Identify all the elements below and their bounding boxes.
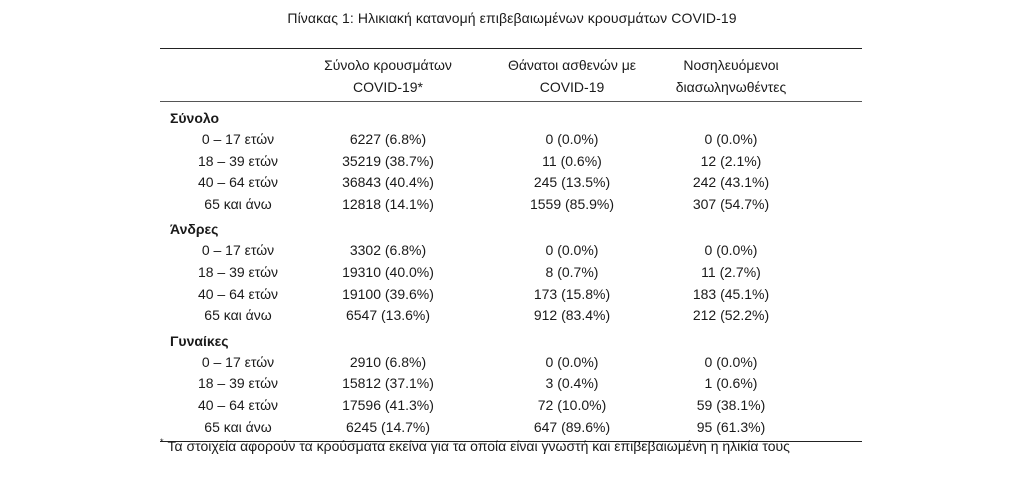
- table-caption: Πίνακας 1: Ηλικιακή κατανομή επιβεβαιωμέ…: [287, 10, 737, 26]
- age-cell: 65 και άνω: [204, 418, 272, 435]
- intubated-cell: 12 (2.1%): [700, 152, 762, 169]
- deaths-cell: 647 (89.6%): [533, 418, 611, 435]
- deaths-cell: 0 (0.0%): [545, 131, 599, 147]
- table-row: 0 – 17 ετών 6227 (6.8%) 0 (0.0%) 0 (0.0%): [160, 129, 862, 151]
- age-cell: 18 – 39 ετών: [197, 152, 279, 169]
- deaths-cell: 912 (83.4%): [533, 307, 611, 324]
- group-label: Άνδρες: [170, 221, 219, 238]
- table-row: 65 και άνω 6245 (14.7%) 647 (89.6%) 95 (61.…: [160, 417, 862, 439]
- header-intubated-line2: διασωληνωθέντες: [675, 79, 787, 95]
- header-rule: [160, 101, 862, 102]
- header-total-cases-line1: Σύνολο κρουσμάτων: [324, 57, 452, 73]
- table-row: 0 – 17 ετών 2910 (6.8%) 0 (0.0%) 0 (0.0%): [160, 352, 862, 374]
- cases-cell: 19100 (39.6%): [342, 285, 434, 302]
- age-cell: 0 – 17 ετών: [201, 131, 275, 147]
- table-row: 40 – 64 ετών 36843 (40.4%) 245 (13.5%) 242 …: [160, 172, 862, 194]
- footnote-text: Τα στοιχεία αφορούν τα κρούσματα εκείνα …: [167, 438, 790, 454]
- table-row: 65 και άνω 6547 (13.6%) 912 (83.4%) 212 (52…: [160, 305, 862, 327]
- intubated-cell: 307 (54.7%): [692, 195, 770, 212]
- intubated-cell: 0 (0.0%): [704, 353, 758, 370]
- intubated-cell: 242 (43.1%): [692, 174, 770, 191]
- row-group: Άνδρες 0 – 17 ετών 3302 (6.8%) 0 (0.0%) 0 (0…: [160, 219, 862, 326]
- deaths-cell: 3 (0.4%): [545, 375, 599, 392]
- deaths-cell: 245 (13.5%): [533, 174, 611, 191]
- header-intubated: Νοσηλευόμενοι διασωληνωθέντες: [631, 54, 831, 98]
- header-intubated-line1: Νοσηλευόμενοι: [683, 57, 779, 73]
- cases-cell: 3302 (6.8%): [349, 242, 427, 259]
- intubated-cell: 212 (52.2%): [692, 307, 770, 324]
- age-cell: 18 – 39 ετών: [197, 375, 279, 392]
- cases-cell: 6227 (6.8%): [349, 131, 427, 147]
- age-cell: 40 – 64 ετών: [197, 285, 279, 302]
- cases-cell: 35219 (38.7%): [342, 152, 434, 169]
- group-label: Γυναίκες: [170, 332, 229, 349]
- deaths-cell: 0 (0.0%): [545, 242, 599, 259]
- footnote-marker: *: [160, 437, 164, 447]
- header-deaths: Θάνατοι ασθενών με COVID-19: [472, 54, 672, 98]
- header-deaths-line2: COVID-19: [539, 79, 605, 95]
- table-row: 18 – 39 ετών 15812 (37.1%) 3 (0.4%) 1 (0.6%…: [160, 373, 862, 395]
- age-cell: 40 – 64 ετών: [197, 396, 279, 413]
- intubated-cell: 183 (45.1%): [692, 285, 770, 302]
- intubated-cell: 59 (38.1%): [696, 396, 766, 413]
- group-label: Σύνολο: [170, 110, 220, 126]
- row-group: Σύνολο 0 – 17 ετών 6227 (6.8%) 0 (0.0%) 0 (0…: [160, 108, 862, 215]
- footnote: * Τα στοιχεία αφορούν τα κρούσματα εκείνα…: [160, 437, 880, 454]
- row-group: Γυναίκες 0 – 17 ετών 2910 (6.8%) 0 (0.0%) 0 …: [160, 331, 862, 438]
- intubated-cell: 11 (2.7%): [701, 263, 761, 280]
- cases-cell: 15812 (37.1%): [342, 375, 434, 392]
- table-row: 0 – 17 ετών 3302 (6.8%) 0 (0.0%) 0 (0.0%): [160, 240, 862, 262]
- cases-cell: 36843 (40.4%): [342, 174, 434, 191]
- deaths-cell: 173 (15.8%): [533, 285, 611, 302]
- table-row: 65 και άνω 12818 (14.1%) 1559 (85.9%) 307 (…: [160, 194, 862, 216]
- deaths-cell: 8 (0.7%): [545, 263, 599, 280]
- intubated-cell: 0 (0.0%): [704, 242, 758, 259]
- table-row: 18 – 39 ετών 35219 (38.7%) 11 (0.6%) 12 (2.…: [160, 151, 862, 173]
- cases-cell: 17596 (41.3%): [342, 396, 434, 413]
- intubated-cell: 95 (61.3%): [696, 418, 766, 435]
- table-row: 40 – 64 ετών 17596 (41.3%) 72 (10.0%) 59 (3…: [160, 395, 862, 417]
- deaths-cell: 72 (10.0%): [537, 396, 607, 413]
- bottom-rule: [160, 441, 862, 443]
- age-cell: 65 και άνω: [204, 307, 272, 324]
- table-header: Σύνολο κρουσμάτων COVID-19* Θάνατοι ασθε…: [160, 49, 862, 101]
- intubated-cell: 0 (0.0%): [704, 131, 758, 147]
- table-body: Σύνολο 0 – 17 ετών 6227 (6.8%) 0 (0.0%) 0 (0…: [160, 108, 862, 438]
- header-total-cases: Σύνολο κρουσμάτων COVID-19*: [288, 54, 488, 98]
- header-deaths-line1: Θάνατοι ασθενών με: [507, 57, 637, 73]
- table-row: 18 – 39 ετών 19310 (40.0%) 8 (0.7%) 11 (2.7…: [160, 262, 862, 284]
- age-cell: 40 – 64 ετών: [197, 174, 279, 191]
- cases-cell: 12818 (14.1%): [342, 195, 434, 212]
- age-cell: 0 – 17 ετών: [201, 353, 275, 370]
- cases-cell: 6547 (13.6%): [345, 307, 431, 324]
- cases-cell: 2910 (6.8%): [349, 353, 427, 370]
- deaths-cell: 11 (0.6%): [542, 152, 602, 169]
- intubated-cell: 1 (0.6%): [704, 375, 758, 392]
- age-cell: 18 – 39 ετών: [197, 263, 279, 280]
- top-rule: [160, 48, 862, 49]
- cases-cell: 6245 (14.7%): [345, 418, 431, 435]
- age-cell: 0 – 17 ετών: [201, 242, 275, 259]
- table-row: 40 – 64 ετών 19100 (39.6%) 173 (15.8%) 183 …: [160, 284, 862, 306]
- header-total-cases-line2: COVID-19*: [352, 79, 424, 95]
- deaths-cell: 0 (0.0%): [545, 353, 599, 370]
- age-cell: 65 και άνω: [204, 195, 272, 212]
- cases-cell: 19310 (40.0%): [342, 263, 434, 280]
- age-distribution-table: Σύνολο κρουσμάτων COVID-19* Θάνατοι ασθε…: [160, 48, 862, 443]
- deaths-cell: 1559 (85.9%): [529, 195, 615, 212]
